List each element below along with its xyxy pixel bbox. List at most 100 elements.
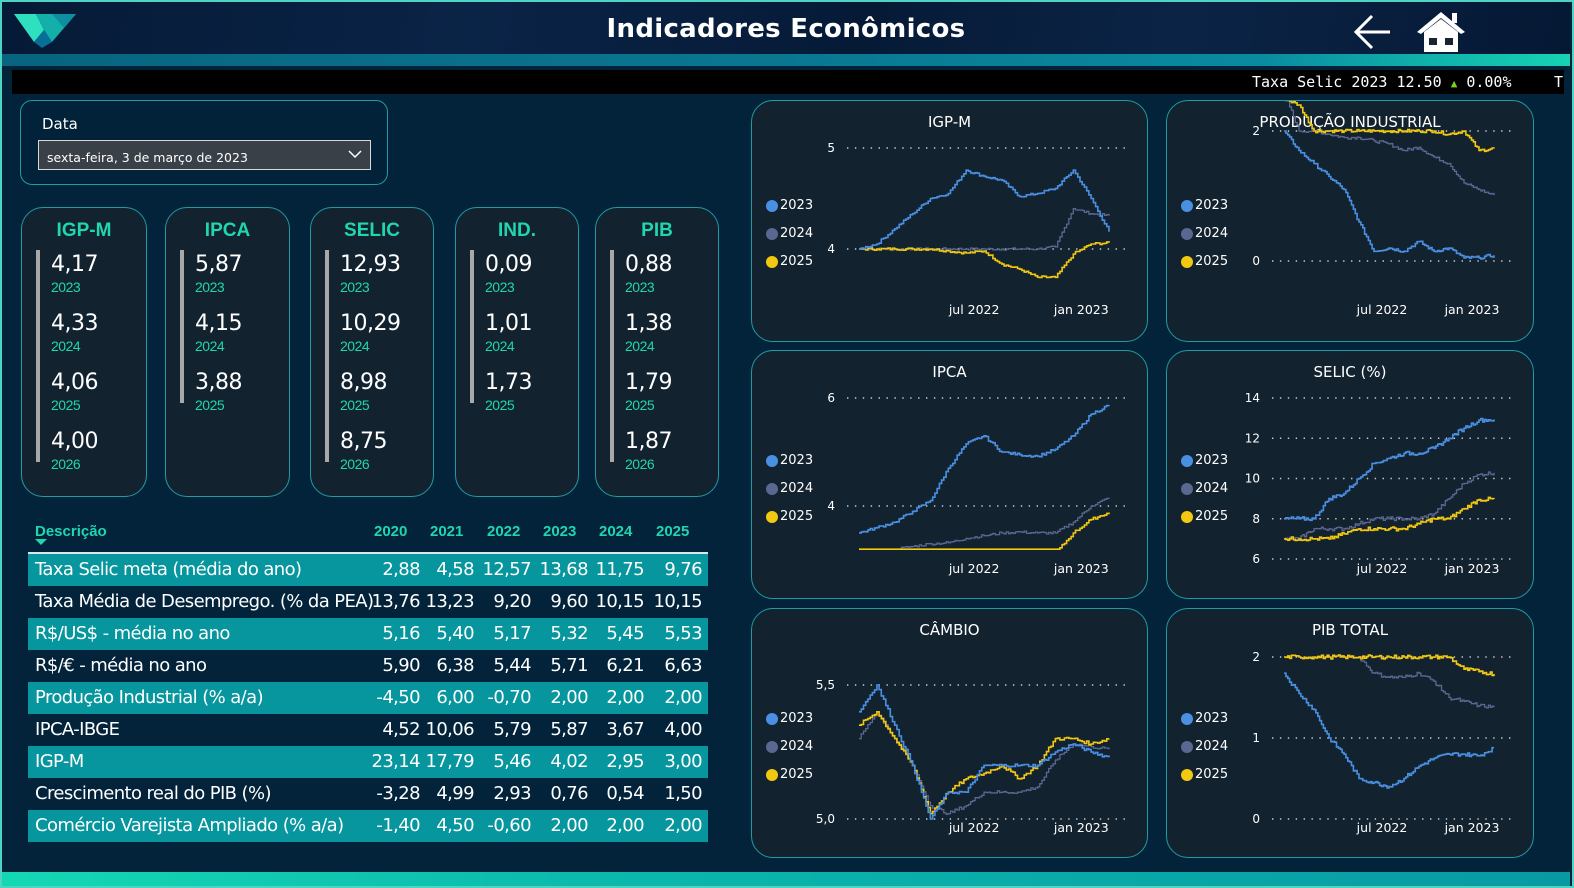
kpi-value: 0,88 [625,252,672,277]
chart-card-cambio[interactable]: CÂMBIO 2023 2024 2025 5,0 5,5 jul 2022 jan 2023 [751,608,1148,858]
table-row[interactable]: IGP-M 23,14 17,79 5,46 4,02 2,95 3,00 [28,746,708,778]
kpi-year: 2026 [340,456,370,472]
series-line-2024[interactable] [1284,101,1495,196]
kpi-value: 1,38 [625,311,672,336]
legend-item[interactable]: 2023 [766,712,813,740]
table-row[interactable]: IPCA-IBGE 4,52 10,06 5,79 5,87 3,67 4,00 [28,714,708,746]
x-tick-label: jul 2022 [948,302,1000,317]
kpi-value: 1,79 [625,370,672,395]
page-title: Indicadores Econômicos [606,14,966,44]
kpi-value-list: 5,87 2023 4,15 2024 3,88 2025 [195,252,242,429]
series-line-2023[interactable] [859,169,1110,250]
kpi-year: 2024 [485,338,515,354]
legend-item[interactable]: 2024 [766,227,813,255]
column-header-2025[interactable]: 2025 [656,523,690,540]
series-line-2025[interactable] [1284,496,1495,542]
cell-2023: 5,71 [550,655,588,676]
legend-item[interactable]: 2024 [1181,482,1228,510]
home-icon[interactable] [1414,8,1468,54]
legend-item[interactable]: 2023 [1181,712,1228,740]
date-dropdown[interactable]: sexta-feira, 3 de março de 2023 [38,140,371,170]
cell-2024: 2,00 [606,687,644,708]
ticker-label: Taxa Selic 2023 12.50 [1252,73,1442,91]
column-header-2020[interactable]: 2020 [374,523,408,540]
series-line-2023[interactable] [859,404,1110,534]
cell-2025: 10,15 [653,591,702,612]
column-header-2023[interactable]: 2023 [543,523,577,540]
y-tick-label: 5 [827,141,835,155]
chart-card-selic[interactable]: SELIC (%) 2023 2024 2025 6 8 10 12 14 jul 2022 jan… [1166,350,1534,599]
chart-card-ipca[interactable]: IPCA 2023 2024 2025 4 6 jul 2022 jan 2023 [751,350,1148,599]
y-tick-label: 10 [1245,472,1260,486]
table-row[interactable]: Comércio Varejista Ampliado (% a/a) -1,40… [28,810,708,842]
chart-card-igpm[interactable]: IGP-M 2023 2024 2025 4 5 jul 2022 jan 2023 [751,100,1148,342]
legend-item[interactable]: 2025 [1181,768,1228,796]
legend-dot-icon [1181,511,1193,523]
kpi-divider-bar [180,250,184,403]
legend-dot-icon [1181,200,1193,212]
series-line-2025[interactable] [859,711,1110,815]
series-line-2025[interactable] [1284,654,1495,677]
series-line-2024[interactable] [1284,471,1495,541]
y-tick-label: 6 [1252,552,1260,566]
cell-2025: 9,76 [664,559,702,580]
cell-2024: 5,45 [606,623,644,644]
series-line-2023[interactable] [1284,672,1494,789]
chart-card-prod[interactable]: PRODUÇÃO INDUSTRIAL 2023 2024 2025 0 2 jul 202… [1166,100,1534,342]
table-row[interactable]: Produção Industrial (% a/a) -4,50 6,00 -0,7… [28,682,708,714]
kpi-divider-bar [36,250,40,462]
cell-2022: 5,79 [493,719,531,740]
series-line-2025[interactable] [859,512,1110,550]
table-row[interactable]: Taxa Média de Desemprego. (% da PEA) 13,7… [28,586,708,618]
table-row[interactable]: R$/€ - média no ano 5,90 6,38 5,44 5,71 6,21 6… [28,650,708,682]
series-line-2024[interactable] [859,207,1110,251]
kpi-value: 4,00 [51,429,98,454]
column-header-descricao[interactable]: Descrição [35,523,107,540]
legend-item[interactable]: 2023 [1181,199,1228,227]
legend-dot-icon [1181,769,1193,781]
date-dropdown-value: sexta-feira, 3 de março de 2023 [47,150,248,165]
series-line-2025[interactable] [859,241,1110,279]
table-row[interactable]: Crescimento real do PIB (%) -3,28 4,99 2,93… [28,778,708,810]
series-line-2023[interactable] [1284,417,1495,522]
footer-band [2,872,1570,886]
table-row[interactable]: Taxa Selic meta (média do ano) 2,88 4,58 12… [28,554,708,586]
legend-item[interactable]: 2024 [1181,740,1228,768]
y-tick-label: 4 [827,242,835,256]
row-description: R$/€ - média no ano [35,655,207,676]
cell-2020: 5,16 [382,623,420,644]
legend-item[interactable]: 2024 [766,482,813,510]
cell-2022: 2,93 [493,783,531,804]
legend-item[interactable]: 2025 [766,768,813,796]
legend-label: 2025 [1195,767,1229,782]
series-line-2024[interactable] [876,497,1110,550]
legend-item[interactable]: 2024 [766,740,813,768]
legend-label: 2025 [1195,509,1229,524]
chevron-down-icon [348,150,362,159]
legend-dot-icon [1181,713,1193,725]
legend-item[interactable]: 2025 [1181,255,1228,283]
legend-item[interactable]: 2024 [1181,227,1228,255]
legend-item[interactable]: 2025 [766,255,813,283]
series-line-2025[interactable] [1284,101,1495,153]
legend-item[interactable]: 2023 [1181,454,1228,482]
arrow-left-icon[interactable] [1350,12,1394,52]
cell-2025: 6,63 [664,655,702,676]
table-row[interactable]: R$/US$ - média no ano 5,16 5,40 5,17 5,32 5,4… [28,618,708,650]
column-header-2024[interactable]: 2024 [599,523,633,540]
chart-title: PIB TOTAL [1311,621,1389,639]
column-header-2021[interactable]: 2021 [430,523,464,540]
series-line-2023[interactable] [859,684,1110,820]
series-line-2023[interactable] [1284,130,1495,260]
legend-item[interactable]: 2023 [766,454,813,482]
legend-item[interactable]: 2025 [766,510,813,538]
series-line-2024[interactable] [1359,656,1495,709]
kpi-year: 2023 [51,279,81,295]
row-description: Produção Industrial (% a/a) [35,687,264,708]
chart-legend: 2023 2024 2025 [766,199,813,283]
column-header-2022[interactable]: 2022 [487,523,521,540]
legend-item[interactable]: 2025 [1181,510,1228,538]
legend-item[interactable]: 2023 [766,199,813,227]
chart-card-pib[interactable]: PIB TOTAL 2023 2024 2025 0 1 2 jul 2022 jan 2023 [1166,608,1534,858]
sort-descending-icon[interactable] [35,539,47,545]
